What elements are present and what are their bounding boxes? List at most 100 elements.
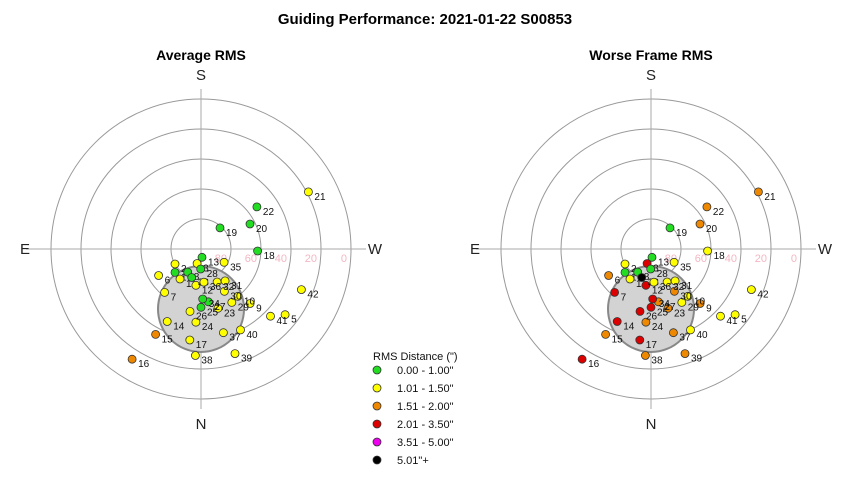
ring-label: 0: [791, 253, 797, 265]
point-label-11: 11: [186, 279, 197, 290]
point-label-21: 21: [314, 192, 326, 203]
data-point-6: [604, 271, 613, 280]
data-point-15: [601, 329, 610, 339]
data-point-33: [187, 273, 197, 282]
data-point-24: [641, 317, 651, 327]
point-label-14: 14: [623, 322, 635, 333]
compass-east: E: [20, 241, 30, 258]
legend-label-5: 3.51 - 5.00": [397, 437, 454, 449]
point-label-6: 6: [165, 276, 171, 287]
data-point-34: [198, 294, 208, 304]
point-label-36: 36: [660, 282, 672, 293]
data-point-33: [637, 273, 647, 282]
legend: RMS Distance (") 0.00 - 1.00" 1.01 - 1.50…: [372, 351, 458, 467]
point-label-15: 15: [162, 334, 174, 345]
data-point-28: [196, 264, 206, 274]
point-label-21: 21: [764, 192, 776, 203]
legend-swatch-4: [372, 419, 382, 429]
data-point-2: [620, 259, 630, 269]
data-point-16: [127, 354, 137, 364]
compass-south: S: [196, 67, 206, 84]
ring-label: 20: [755, 253, 767, 265]
point-label-29: 29: [688, 302, 700, 313]
point-label-40: 40: [697, 330, 709, 341]
data-point-24: [191, 317, 201, 327]
data-point-9: [695, 299, 705, 308]
point-label-13: 13: [208, 257, 220, 268]
point-label-35: 35: [230, 262, 242, 273]
data-point-41: [716, 311, 725, 321]
data-point-2: [170, 259, 180, 269]
point-label-6: 6: [615, 276, 621, 287]
data-point-37: [218, 328, 228, 338]
point-label-7: 7: [621, 292, 627, 303]
compass-north: N: [646, 416, 657, 433]
legend-swatch-6: [372, 455, 382, 465]
data-point-35: [669, 257, 679, 267]
ring-label: 0: [341, 253, 347, 265]
data-point-35: [219, 257, 229, 267]
compass-west: W: [368, 241, 383, 258]
data-point-18: [703, 246, 712, 256]
data-point-25: [196, 302, 206, 312]
data-point-41: [266, 311, 275, 321]
point-label-24: 24: [652, 322, 664, 333]
legend-title: RMS Distance ("): [373, 351, 458, 363]
point-label-31: 31: [681, 281, 693, 292]
data-point-15: [151, 329, 161, 339]
point-label-12: 12: [652, 285, 664, 296]
data-point-11: [625, 274, 635, 284]
data-point-11: [175, 274, 185, 284]
data-point-39: [680, 349, 690, 359]
data-point-38: [641, 351, 650, 360]
data-point-38: [190, 351, 200, 360]
data-point-36: [199, 277, 209, 287]
legend-swatch-3: [372, 401, 382, 411]
point-label-39: 39: [691, 354, 703, 365]
data-point-5: [730, 310, 740, 320]
ring-label: 20: [305, 253, 317, 265]
data-point-40: [236, 325, 245, 335]
point-label-41: 41: [277, 316, 289, 327]
data-point-26: [635, 306, 645, 316]
point-label-19: 19: [226, 228, 238, 239]
point-label-30: 30: [680, 291, 692, 302]
data-point-17: [185, 335, 195, 345]
legend-swatch-1: [372, 365, 382, 375]
point-label-3: 3: [653, 264, 659, 275]
data-point-42: [296, 285, 306, 295]
data-point-5: [280, 310, 290, 320]
figure-title: Guiding Performance: 2021-01-22 S00853: [278, 11, 572, 28]
data-point-32: [212, 277, 222, 287]
compass-west: W: [818, 241, 833, 258]
point-label-37: 37: [679, 333, 691, 344]
data-point-37: [669, 328, 678, 338]
legend-label-1: 0.00 - 1.00": [397, 365, 454, 377]
point-label-42: 42: [757, 290, 769, 301]
data-point-10: [683, 291, 693, 301]
data-point-29: [227, 297, 237, 307]
point-label-34: 34: [659, 299, 671, 310]
data-point-7: [610, 287, 619, 297]
point-label-37: 37: [229, 333, 241, 344]
data-point-9: [245, 299, 255, 308]
point-label-18: 18: [714, 251, 726, 262]
point-label-3: 3: [203, 264, 209, 275]
data-point-17: [635, 335, 645, 345]
point-label-24: 24: [202, 322, 214, 333]
data-point-39: [230, 349, 240, 359]
point-label-17: 17: [646, 340, 658, 351]
data-point-12: [191, 280, 201, 290]
point-label-5: 5: [741, 315, 747, 326]
point-label-5: 5: [291, 315, 297, 326]
point-label-28: 28: [207, 269, 219, 280]
data-point-23: [213, 303, 223, 313]
data-point-18: [253, 246, 263, 256]
data-point-10: [233, 291, 243, 301]
point-label-12: 12: [202, 285, 214, 296]
legend-swatch-2: [372, 383, 382, 393]
point-label-26: 26: [646, 311, 658, 322]
ring-label: 40: [275, 253, 287, 265]
point-label-16: 16: [138, 359, 150, 370]
